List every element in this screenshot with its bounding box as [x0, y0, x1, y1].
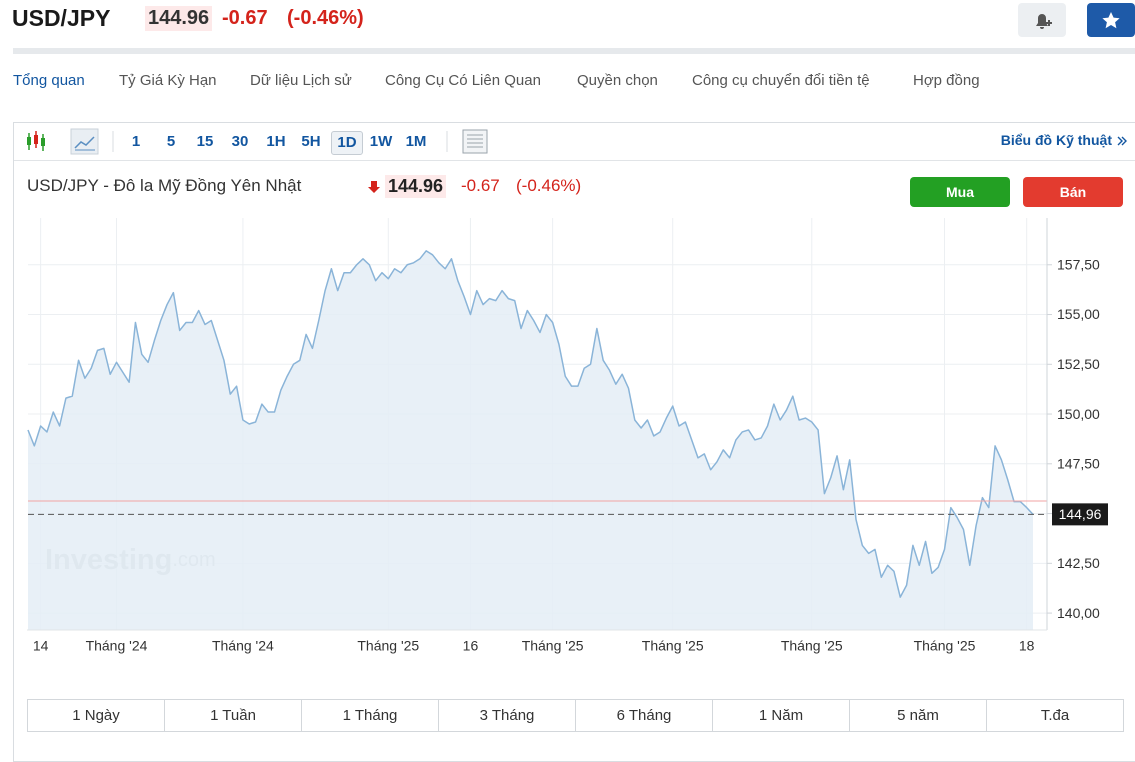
y-tick-label: 150,00 — [1057, 406, 1100, 422]
x-tick-label: Tháng '24 — [86, 638, 148, 654]
interval[interactable]: 30 — [231, 133, 249, 150]
tab[interactable]: Tổng quan — [13, 72, 85, 89]
chart-title: USD/JPY - Đô la Mỹ Đồng Yên Nhật — [27, 176, 302, 195]
y-tick-label: 140,00 — [1057, 605, 1100, 621]
y-tick-label: 147,50 — [1057, 456, 1100, 472]
range-button[interactable]: 5 năm — [849, 700, 986, 731]
interval[interactable]: 1D — [331, 131, 363, 155]
chart: 140,00142,50145,00147,50150,00152,50155,… — [27, 218, 1108, 654]
price-line — [27, 250, 1034, 598]
x-tick-label: 18 — [1019, 638, 1035, 654]
change: -0.67 — [222, 7, 268, 29]
y-tick-label: 157,50 — [1057, 256, 1100, 272]
interval[interactable]: 15 — [196, 133, 214, 150]
interval[interactable]: 1H — [266, 133, 286, 150]
tab[interactable]: Dữ liệu Lịch sử — [250, 72, 352, 89]
down-arrow — [368, 181, 380, 193]
last-price-label: 144,96 — [1059, 506, 1102, 522]
x-tick-label: Tháng '25 — [781, 638, 843, 654]
range-selector: 1 Ngày 1 Tuần 1 Tháng 3 Tháng 6 Tháng 1 … — [27, 699, 1124, 732]
tab[interactable]: Tỷ Giá Kỳ Hạn — [119, 72, 217, 89]
range-button[interactable]: 1 Ngày — [72, 707, 120, 724]
interval[interactable]: 1W — [369, 133, 393, 150]
x-tick-label: 16 — [463, 638, 479, 654]
buy-button[interactable]: Mua — [910, 177, 1010, 207]
alert-button[interactable] — [1018, 3, 1066, 37]
x-tick-label: Tháng '24 — [212, 638, 274, 654]
candle-icon[interactable] — [27, 131, 45, 151]
chevron-icon — [1117, 136, 1127, 146]
price: 144.96 — [145, 6, 213, 31]
range-button[interactable]: 1 Tuần — [164, 700, 301, 731]
range-button[interactable]: T.đa — [986, 700, 1123, 731]
x-tick-label: Tháng '25 — [357, 638, 419, 654]
tab[interactable]: Hợp đồng — [913, 72, 980, 89]
tab[interactable]: Công cụ chuyển đổi tiền tệ — [692, 72, 870, 89]
tab[interactable]: Công Cụ Có Liên Quan — [385, 72, 541, 89]
y-tick-label: 152,50 — [1057, 356, 1100, 372]
sell-button[interactable]: Bán — [1023, 177, 1123, 207]
watchlist-button[interactable] — [1087, 3, 1135, 37]
range-button[interactable]: 3 Tháng — [438, 700, 575, 731]
x-tick-label: Tháng '25 — [914, 638, 976, 654]
interval[interactable]: 1 — [131, 133, 141, 150]
last-price-box — [1052, 503, 1108, 526]
interval[interactable]: 5H — [301, 133, 321, 150]
quote-change: -0.67 — [461, 176, 500, 195]
y-tick-label: 155,00 — [1057, 306, 1100, 322]
change-percent: (-0.46%) — [287, 7, 364, 29]
x-tick-label: 14 — [33, 638, 49, 654]
divider — [13, 48, 1135, 54]
tab[interactable]: Quyền chọn — [577, 72, 658, 89]
star-icon — [1102, 12, 1120, 29]
area-fill — [28, 250, 1033, 630]
range-button[interactable]: 6 Tháng — [575, 700, 712, 731]
x-tick-label: Tháng '25 — [642, 638, 704, 654]
line-icon[interactable] — [70, 128, 99, 155]
technical-chart-link[interactable]: Biểu đồ Kỹ thuật — [1000, 132, 1112, 148]
symbol: USD/JPY — [12, 5, 111, 31]
bell-icon — [1036, 14, 1052, 29]
quote-change-percent: (-0.46%) — [516, 176, 582, 195]
y-tick-label: 142,50 — [1057, 555, 1100, 571]
interval[interactable]: 5 — [166, 133, 176, 150]
range-button[interactable]: 1 Tháng — [301, 700, 438, 731]
range-button[interactable]: 1 Năm — [712, 700, 849, 731]
toolbar-divider — [14, 160, 1135, 161]
chart-panel — [13, 122, 1135, 762]
page: 140,00142,50145,00147,50150,00152,50155,… — [12, 3, 1135, 762]
x-tick-label: Tháng '25 — [522, 638, 584, 654]
toolbar-icons — [27, 128, 488, 155]
table-icon[interactable] — [462, 129, 488, 154]
quote-price: 144.96 — [385, 175, 447, 198]
interval[interactable]: 1M — [405, 133, 427, 150]
